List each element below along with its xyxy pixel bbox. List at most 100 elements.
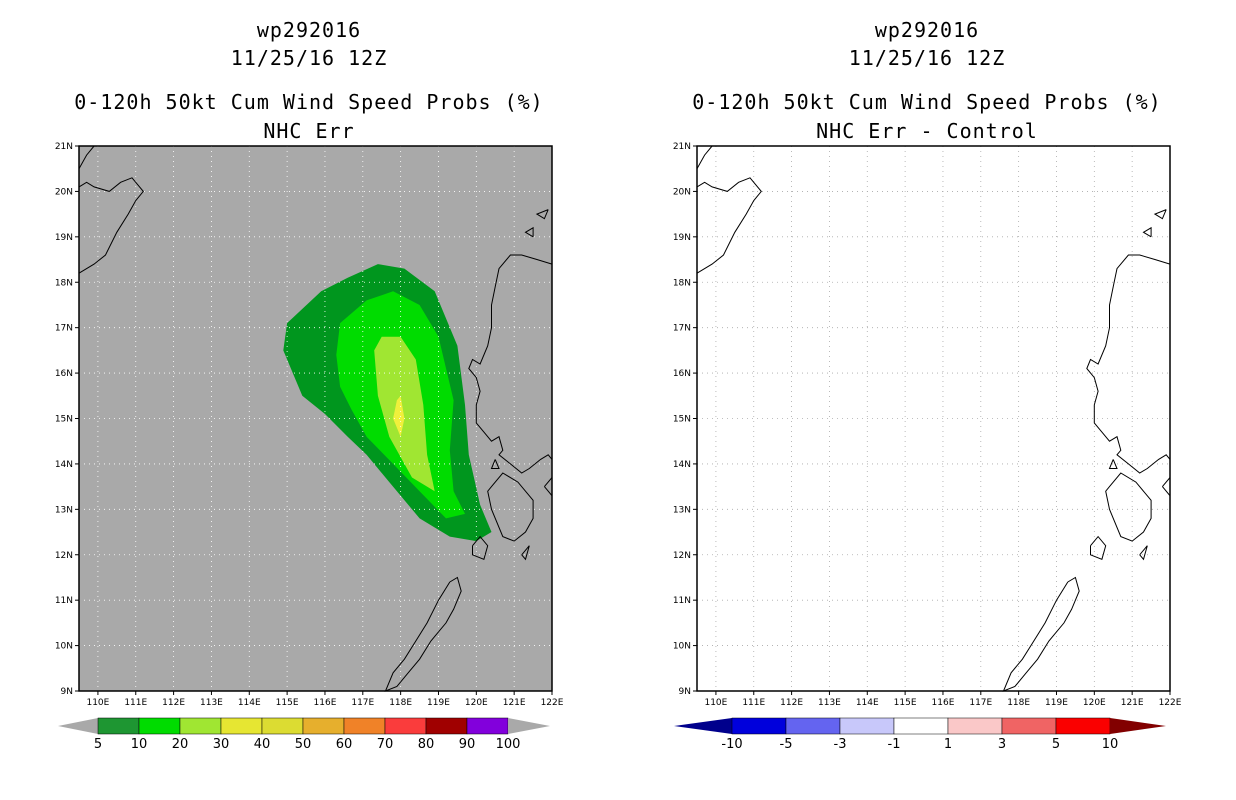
left-coastline [535, 209, 549, 220]
right-colorbar-label: 10 [1102, 737, 1119, 752]
left-gridlines [79, 146, 552, 691]
left-map-panel: wp292016 11/25/16 12Z 0-120h 50kt Cum Wi… [55, 18, 564, 752]
left-lon-label: 110E [86, 698, 109, 708]
right-coastline [696, 145, 713, 169]
left-coastline [384, 576, 462, 692]
right-lon-label: 117E [969, 698, 992, 708]
left-contour-20 [374, 336, 435, 492]
left-date: 11/25/16 12Z [230, 46, 388, 70]
left-lon-label: 111E [124, 698, 147, 708]
left-coastline [78, 177, 144, 274]
right-colorbar-label: 5 [1052, 737, 1060, 752]
right-colorbar-high-end [1110, 718, 1166, 734]
right-coastline [1153, 209, 1167, 220]
right-storm-id: wp292016 [874, 18, 980, 42]
left-plot: 9N 10N 11N 12N 13N 14N 15N 16N 17N 18N 19N 20N 21N 11… [55, 142, 564, 708]
left-lon-label: 122E [541, 698, 564, 708]
right-colorbar: -10 -5 -3 -1 1 3 5 10 [674, 717, 1166, 752]
left-colorbar-swatch [425, 717, 468, 735]
left-colorbar-label: 30 [213, 737, 230, 752]
right-colorbar-label: -5 [780, 737, 793, 752]
right-lon-label: 112E [780, 698, 803, 708]
left-lon-label: 117E [351, 698, 374, 708]
left-plot-area [79, 146, 552, 691]
left-colorbar-swatch [220, 717, 263, 735]
right-colorbar-swatch [1055, 717, 1111, 735]
right-lat-label: 18N [673, 278, 691, 288]
right-lat-label: 15N [673, 415, 691, 425]
right-lat-label: 16N [673, 369, 691, 379]
left-colorbar-swatch [466, 717, 509, 735]
left-lon-label: 118E [389, 698, 412, 708]
right-lat-label: 13N [673, 505, 691, 515]
left-colorbar-label: 70 [377, 737, 394, 752]
right-colorbar-swatch [785, 717, 841, 735]
left-product-title: 0-120h 50kt Cum Wind Speed Probs (%) [74, 90, 544, 114]
left-lon-label: 121E [503, 698, 526, 708]
right-lon-label: 122E [1159, 698, 1182, 708]
right-lon-label: 113E [818, 698, 841, 708]
right-date: 11/25/16 12Z [848, 46, 1006, 70]
left-colorbar-label: 40 [254, 737, 271, 752]
right-colorbar-label: -1 [888, 737, 901, 752]
left-lat-label: 13N [55, 505, 73, 515]
right-colorbar-low-end [674, 718, 732, 734]
left-lon-label: 114E [238, 698, 261, 708]
right-colorbar-label: -10 [721, 737, 742, 752]
left-coastline [472, 535, 489, 560]
right-coastline [1105, 472, 1152, 542]
left-colorbar-swatch [261, 717, 304, 735]
right-lon-label: 111E [742, 698, 765, 708]
right-coastline [1002, 576, 1080, 692]
right-colorbar-label: 3 [998, 737, 1006, 752]
left-colorbar-swatch [343, 717, 386, 735]
left-colorbar-label: 100 [496, 737, 521, 752]
left-lat-label: 21N [55, 142, 73, 152]
left-lat-label: 14N [55, 460, 73, 470]
left-lat-label: 20N [55, 187, 73, 197]
left-coastline [490, 459, 500, 469]
left-colorbar-high-end [508, 718, 550, 734]
left-colorbar: 5 10 20 30 40 50 60 70 80 90 100 [58, 717, 550, 752]
left-lon-label: 116E [314, 698, 337, 708]
right-product-title: 0-120h 50kt Cum Wind Speed Probs (%) [692, 90, 1162, 114]
left-lat-label: 12N [55, 551, 73, 561]
left-coastline [524, 226, 534, 238]
right-lon-label: 116E [932, 698, 955, 708]
left-lat-label: 16N [55, 369, 73, 379]
right-coastline [1142, 226, 1152, 238]
right-map-svg: 9N10N11N12N13N14N15N16N17N18N19N20N21N11… [673, 142, 1182, 752]
left-lon-label: 119E [427, 698, 450, 708]
left-lat-label: 18N [55, 278, 73, 288]
right-coastline [1139, 545, 1148, 561]
left-lat-label: 9N [61, 687, 73, 697]
left-colorbar-label: 50 [295, 737, 312, 752]
left-colorbar-label: 20 [172, 737, 189, 752]
left-colorbar-low-end [58, 718, 98, 734]
left-coastline [468, 254, 553, 474]
left-storm-id: wp292016 [256, 18, 362, 42]
right-lon-label: 110E [704, 698, 727, 708]
right-lat-label: 20N [673, 187, 691, 197]
left-coastline [487, 472, 534, 542]
left-lat-label: 19N [55, 233, 73, 243]
right-lat-label: 19N [673, 233, 691, 243]
left-colorbar-label: 10 [131, 737, 148, 752]
right-colorbar-swatch [839, 717, 895, 735]
left-lon-label: 113E [200, 698, 223, 708]
right-subtitle: NHC Err - Control [816, 119, 1038, 143]
right-map-panel: wp292016 11/25/16 12Z 0-120h 50kt Cum Wi… [618, 0, 1236, 800]
right-coastline [1086, 254, 1171, 474]
right-colorbar-label: -3 [834, 737, 847, 752]
right-lat-label: 10N [673, 642, 691, 652]
left-map-svg: 9N 10N 11N 12N 13N 14N 15N 16N 17N 18N 19N 20N 21N 11… [55, 142, 564, 752]
right-lon-label: 119E [1045, 698, 1068, 708]
left-coastlines [78, 145, 553, 692]
right-colorbar-swatch [947, 717, 1003, 735]
right-gridlines [697, 146, 1170, 691]
right-colorbar-label: 1 [944, 737, 952, 752]
left-contour-30 [393, 395, 405, 437]
left-colorbar-label: 60 [336, 737, 353, 752]
right-plot-area [697, 146, 1170, 691]
left-colorbar-swatch [97, 717, 140, 735]
